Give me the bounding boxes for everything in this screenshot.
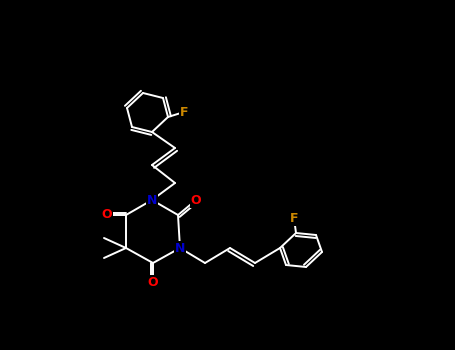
Text: F: F [180, 105, 188, 119]
Text: O: O [148, 275, 158, 288]
Text: F: F [290, 211, 298, 224]
Text: N: N [175, 241, 185, 254]
Text: O: O [191, 194, 201, 206]
Text: O: O [101, 209, 112, 222]
Text: N: N [147, 194, 157, 206]
